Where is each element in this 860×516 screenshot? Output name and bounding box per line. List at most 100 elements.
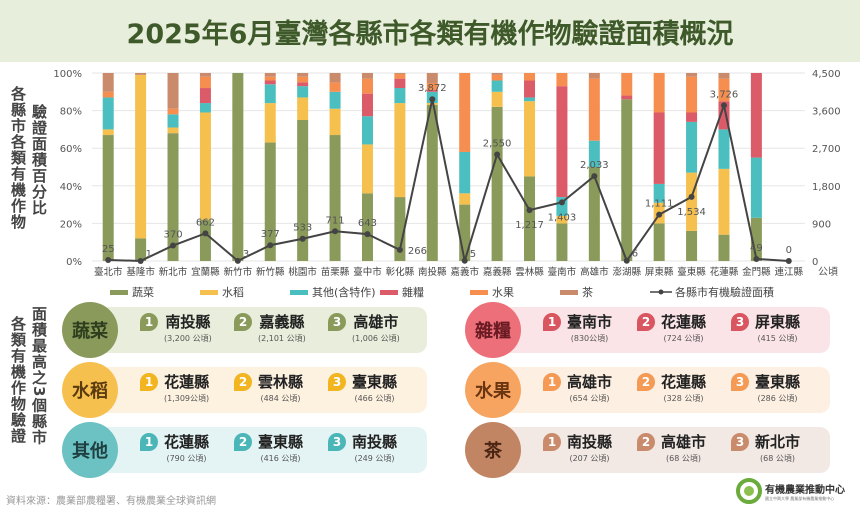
county-area: (286 公頃) bbox=[757, 394, 798, 403]
bar-segment-蔬菜 bbox=[135, 238, 147, 261]
area-point bbox=[170, 242, 177, 249]
area-point bbox=[494, 151, 501, 158]
area-point bbox=[299, 235, 306, 242]
rank-badge: 2 bbox=[637, 313, 655, 331]
ranking-item: 2 嘉義縣 (2,101 公頃) bbox=[234, 313, 306, 344]
bar-segment-水果 bbox=[167, 108, 179, 115]
rank-badge: 2 bbox=[234, 433, 252, 451]
county-area: (484 公頃) bbox=[260, 394, 301, 403]
county-area: (1,006 公頃) bbox=[352, 334, 400, 343]
rank-badge: 2 bbox=[234, 313, 252, 331]
bar-segment-水果 bbox=[556, 73, 568, 87]
area-data-label: 6 bbox=[632, 249, 638, 260]
bar-segment-其他(含特作) bbox=[167, 114, 179, 128]
legend-item-line: 各縣市有機驗證面積 bbox=[650, 284, 800, 300]
ranking-panel bbox=[82, 427, 427, 473]
county-name: 雲林縣 bbox=[258, 373, 304, 391]
ranking-item: 2 花蓮縣 (328 公頃) bbox=[637, 373, 706, 404]
county-name: 高雄市 bbox=[567, 373, 613, 391]
bar-segment-雜糧 bbox=[426, 89, 438, 92]
chart-legend: 蔬菜 水稻 其他(含特作) 雜糧 水果 茶 各縣市有機驗證面積 bbox=[110, 284, 810, 300]
area-point bbox=[267, 242, 274, 249]
legend-swatch bbox=[110, 289, 128, 295]
x-tick-label: 彰化縣 bbox=[386, 266, 415, 278]
ranking-panel bbox=[82, 307, 427, 353]
bar-segment-雜糧 bbox=[556, 86, 568, 198]
rank-badge: 3 bbox=[328, 433, 346, 451]
bar-segment-蔬菜 bbox=[491, 106, 503, 261]
y-left-tick: 60% bbox=[60, 144, 82, 155]
bar-segment-雜糧 bbox=[264, 80, 276, 85]
area-point bbox=[364, 231, 371, 238]
stacked-bar-line-chart: 0% 0 20% 900 40% 1,800 60% 2,700 80% 3,600 100% 4,5… bbox=[53, 69, 841, 278]
rank-badge: 1 bbox=[543, 313, 561, 331]
x-tick-label: 花蓮縣 bbox=[710, 266, 739, 278]
area-data-label: 5 bbox=[470, 249, 476, 260]
bar-segment-蔬菜 bbox=[459, 204, 471, 261]
bar-segment-茶 bbox=[394, 73, 406, 74]
bar-segment-水稻 bbox=[459, 193, 471, 205]
bar-segment-雜糧 bbox=[297, 82, 309, 87]
rank-badge: 3 bbox=[731, 373, 749, 391]
county-area: (68 公頃) bbox=[760, 454, 795, 463]
area-point bbox=[558, 199, 565, 206]
ranking-side-title-2: 面積最高之3個縣市 bbox=[30, 306, 48, 446]
legend-item: 水果 bbox=[470, 284, 560, 300]
county-name: 臺東縣 bbox=[258, 433, 304, 451]
ranking-item: 1 高雄市 (654 公頃) bbox=[543, 373, 612, 404]
legend-label: 水稻 bbox=[222, 286, 244, 299]
crop-circle: 水稻 bbox=[62, 362, 118, 418]
area-data-label: 643 bbox=[358, 218, 377, 229]
chart-side-title-2: 驗證面積百分比 bbox=[30, 104, 48, 216]
rank-badge: 1 bbox=[140, 313, 158, 331]
ranking-item: 1 花蓮縣 (790 公頃) bbox=[140, 433, 209, 464]
legend-label: 蔬菜 bbox=[132, 286, 154, 299]
area-data-label: 1 bbox=[146, 249, 152, 260]
area-data-label: 3,872 bbox=[418, 83, 447, 94]
area-data-label: 1,403 bbox=[548, 212, 577, 223]
bar-segment-其他(含特作) bbox=[588, 140, 600, 167]
y-right-tick: 3,600 bbox=[812, 107, 841, 118]
bar-segment-茶 bbox=[329, 73, 341, 83]
x-tick-label: 新竹市 bbox=[224, 266, 253, 278]
bar-segment-其他(含特作) bbox=[653, 183, 665, 203]
county-name: 花蓮縣 bbox=[661, 373, 707, 391]
crop-circle: 水果 bbox=[465, 362, 521, 418]
area-data-label: 2,550 bbox=[483, 138, 512, 149]
area-data-label: 711 bbox=[326, 215, 345, 226]
county-name: 南投縣 bbox=[352, 433, 398, 451]
bar-segment-茶 bbox=[491, 73, 503, 75]
logo-icon bbox=[736, 478, 762, 504]
bar-segment-水稻 bbox=[686, 172, 698, 231]
bar-segment-水果 bbox=[718, 78, 730, 102]
rank-badge: 2 bbox=[637, 373, 655, 391]
bar-segment-水稻 bbox=[102, 129, 114, 136]
area-point bbox=[591, 173, 598, 180]
county-area: (790 公頃) bbox=[166, 454, 207, 463]
area-point bbox=[785, 258, 792, 264]
area-point bbox=[396, 246, 403, 253]
bar-segment-蔬菜 bbox=[394, 197, 406, 261]
x-tick-label: 雲林縣 bbox=[515, 266, 544, 278]
bar-segment-雜糧 bbox=[394, 78, 406, 89]
bar-segment-其他(含特作) bbox=[264, 84, 276, 104]
bar-segment-其他(含特作) bbox=[361, 116, 373, 145]
bar-segment-其他(含特作) bbox=[718, 129, 730, 169]
page-title: 2025年6月臺灣各縣市各類有機作物驗證面積概況 bbox=[126, 19, 734, 50]
area-data-label: 49 bbox=[750, 243, 763, 254]
bar-segment-蔬菜 bbox=[653, 223, 665, 261]
rank-badge: 1 bbox=[543, 373, 561, 391]
bar-segment-其他(含特作) bbox=[394, 88, 406, 104]
county-name: 高雄市 bbox=[661, 433, 707, 451]
x-tick-label: 臺中市 bbox=[353, 266, 382, 278]
rank-badge: 1 bbox=[140, 433, 158, 451]
y-right-tick: 0 bbox=[812, 257, 818, 268]
bar-segment-茶 bbox=[135, 73, 147, 75]
county-area: (415 公頃) bbox=[757, 334, 798, 343]
x-tick-label: 基隆市 bbox=[126, 266, 155, 278]
bar-segment-茶 bbox=[426, 73, 438, 83]
legend-swatch bbox=[380, 289, 398, 295]
x-tick-label: 臺北市 bbox=[94, 266, 123, 278]
rank-badge: 1 bbox=[543, 433, 561, 451]
county-name: 花蓮縣 bbox=[164, 433, 210, 451]
